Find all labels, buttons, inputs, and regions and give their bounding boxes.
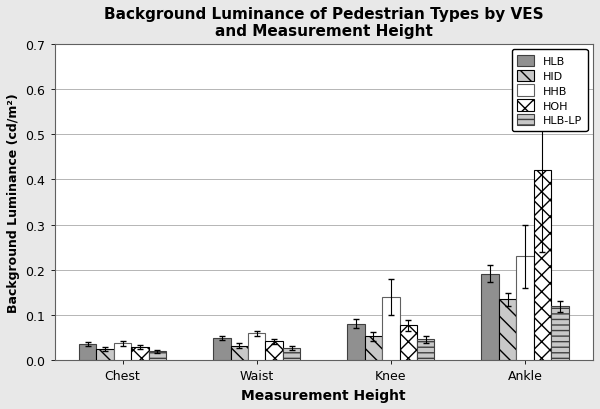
Bar <box>265 342 283 361</box>
Y-axis label: Background Luminance (cd/m²): Background Luminance (cd/m²) <box>7 93 20 312</box>
Bar <box>79 344 97 361</box>
X-axis label: Measurement Height: Measurement Height <box>241 388 406 402</box>
Bar <box>97 349 114 361</box>
Bar <box>131 347 149 361</box>
Bar <box>400 326 417 361</box>
Legend: HLB, HID, HHB, HOH, HLB-LP: HLB, HID, HHB, HOH, HLB-LP <box>512 50 587 132</box>
Bar <box>283 348 301 361</box>
Bar <box>114 344 131 361</box>
Bar <box>382 297 400 361</box>
Title: Background Luminance of Pedestrian Types by VES
and Measurement Height: Background Luminance of Pedestrian Types… <box>104 7 544 39</box>
Bar <box>149 352 166 361</box>
Bar <box>499 300 516 361</box>
Bar <box>248 333 265 361</box>
Bar <box>534 171 551 361</box>
Bar <box>516 257 534 361</box>
Bar <box>213 338 230 361</box>
Bar <box>365 337 382 361</box>
Bar <box>417 339 434 361</box>
Bar <box>551 306 569 361</box>
Bar <box>230 346 248 361</box>
Bar <box>347 324 365 361</box>
Bar <box>481 274 499 361</box>
